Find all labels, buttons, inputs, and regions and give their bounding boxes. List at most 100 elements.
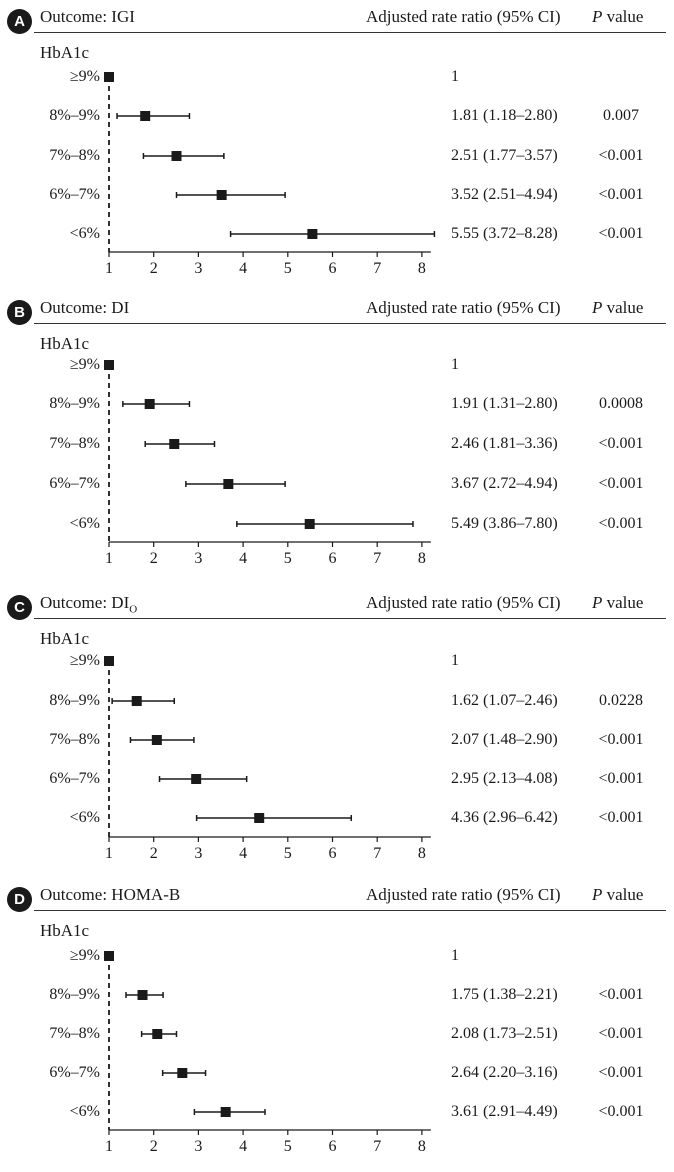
estimate-marker [169,439,180,449]
estimate-marker [140,111,151,121]
row-label: 6%–7% [49,1064,100,1081]
p-value: <0.001 [598,986,644,1003]
x-tick-label: 5 [284,845,292,862]
rate-ratio-value: 3.52 (2.51–4.94) [451,186,558,203]
estimate-marker [131,696,142,706]
p-value: <0.001 [598,809,644,826]
estimate-marker [104,72,114,82]
estimate-marker [151,735,162,745]
rate-ratio-value: 2.51 (1.77–3.57) [451,147,558,164]
estimate-marker [304,519,315,529]
rate-ratio-value: 5.55 (3.72–8.28) [451,225,558,242]
estimate-marker [307,229,318,239]
p-value: 0.0008 [599,395,643,412]
rate-ratio-value: 1 [451,68,459,85]
row-label: <6% [69,1103,100,1120]
x-tick-label: 7 [373,1138,381,1155]
p-value-column-header: P value [592,592,643,614]
forest-plot: 1 2 3 4 5 6 7 8 [104,951,431,1155]
estimate-marker [223,479,234,489]
p-value: <0.001 [598,1025,644,1042]
rate-ratio-value: 1.62 (1.07–2.46) [451,692,558,709]
ratio-column-header: Adjusted rate ratio (95% CI) [366,885,561,904]
x-tick-label: 2 [150,260,158,277]
x-tick-label: 8 [418,260,426,277]
estimate-marker [177,1068,188,1078]
row-label: 8%–9% [49,107,100,124]
x-tick-label: 1 [105,845,113,862]
rate-ratio-value: 2.07 (1.48–2.90) [451,731,558,748]
p-value: <0.001 [598,147,644,164]
x-tick-label: 7 [373,845,381,862]
p-italic: P [592,593,603,612]
row-label: <6% [69,809,100,826]
x-tick-label: 3 [194,1138,202,1155]
x-tick-label: 7 [373,550,381,567]
x-tick-label: 8 [418,845,426,862]
title-subscript: O [129,603,138,616]
panel-badge: D [7,887,32,912]
x-tick-label: 4 [239,845,247,862]
panel-title: Outcome: DIO [40,592,137,620]
estimate-marker [104,656,114,666]
rate-ratio-value: 3.61 (2.91–4.49) [451,1103,558,1120]
ratio-column-header: Adjusted rate ratio (95% CI) [366,7,561,26]
p-rest: value [602,298,644,317]
panel-a: A Outcome: IGI Adjusted rate ratio (95% … [0,6,674,294]
x-tick-label: 1 [105,550,113,567]
rate-ratio-value: 4.36 (2.96–6.42) [451,809,558,826]
x-tick-label: 2 [150,550,158,567]
group-label: HbA1c [40,921,90,940]
row-label: 6%–7% [49,475,100,492]
p-value-column-header: P value [592,884,643,906]
group-label: HbA1c [40,334,90,353]
p-rest: value [602,7,644,26]
x-tick-label: 5 [284,260,292,277]
row-label: 7%–8% [49,731,100,748]
row-label: ≥9% [69,947,100,964]
p-italic: P [592,885,603,904]
panel-b: B Outcome: DI Adjusted rate ratio (95% C… [0,297,674,585]
p-value: <0.001 [598,186,644,203]
x-tick-label: 5 [284,1138,292,1155]
x-tick-label: 5 [284,550,292,567]
panel-c: C Outcome: DIO Adjusted rate ratio (95% … [0,592,674,880]
row-label: ≥9% [69,652,100,669]
estimate-marker [171,151,182,161]
row-label: ≥9% [69,68,100,85]
row-label: 6%–7% [49,770,100,787]
x-tick-label: 2 [150,845,158,862]
x-tick-label: 8 [418,550,426,567]
rate-ratio-value: 1.91 (1.31–2.80) [451,395,558,412]
p-value-column-header: P value [592,297,643,319]
x-tick-label: 3 [194,845,202,862]
rate-ratio-value: 3.67 (2.72–4.94) [451,475,558,492]
rate-ratio-value: 2.46 (1.81–3.36) [451,435,558,452]
x-tick-label: 4 [239,550,247,567]
group-label: HbA1c [40,43,90,62]
x-tick-label: 4 [239,1138,247,1155]
x-tick-label: 1 [105,1138,113,1155]
estimate-marker [152,1029,163,1039]
x-tick-label: 6 [329,1138,337,1155]
x-tick-label: 6 [329,260,337,277]
p-value: <0.001 [598,731,644,748]
row-label: 8%–9% [49,692,100,709]
row-label: <6% [69,515,100,532]
x-tick-label: 6 [329,845,337,862]
p-value: <0.001 [598,1064,644,1081]
p-value: <0.001 [598,770,644,787]
row-label: <6% [69,225,100,242]
rate-ratio-value: 1 [451,652,459,669]
ratio-column-header: Adjusted rate ratio (95% CI) [366,298,561,317]
x-tick-label: 3 [194,260,202,277]
rate-ratio-value: 1 [451,356,459,373]
panel-badge: C [7,595,32,620]
forest-plot: 1 2 3 4 5 6 7 8 [104,72,436,277]
rate-ratio-value: 5.49 (3.86–7.80) [451,515,558,532]
panel-title: Outcome: DI [40,298,130,317]
row-label: ≥9% [69,356,100,373]
panel-badge: B [7,300,32,325]
group-label: HbA1c [40,629,90,648]
row-label: 8%–9% [49,986,100,1003]
